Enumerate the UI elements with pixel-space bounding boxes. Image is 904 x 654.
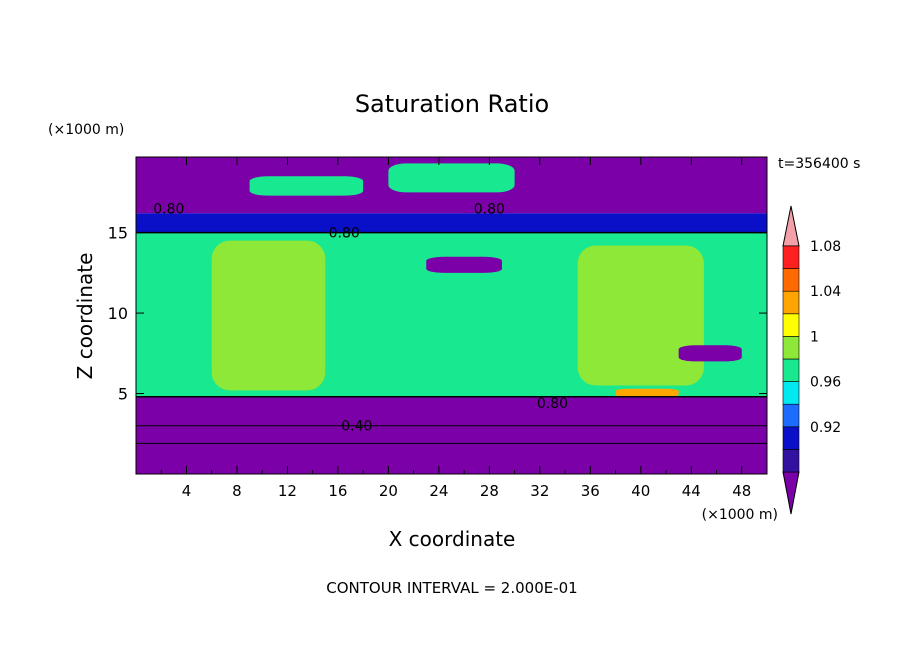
colorbar-label: 1 (810, 329, 819, 345)
contour-label: 0.80 (474, 201, 505, 217)
contour-label: 0.40 (341, 419, 372, 435)
colorbar-segment (782, 449, 800, 473)
contour-label: 0.80 (537, 396, 568, 412)
chart-title: Saturation Ratio (355, 90, 549, 118)
x-tick-label: 16 (328, 482, 347, 500)
region-ice-plume-center (577, 245, 704, 386)
x-axis-unit: (×1000 m) (702, 507, 778, 523)
contour-interval-note: CONTOUR INTERVAL = 2.000E-01 (326, 579, 577, 597)
colorbar-label: 0.96 (810, 375, 841, 391)
region-lower-dry-layer (136, 396, 767, 474)
time-label: t=356400 s (778, 156, 860, 172)
contour-labels: 0.80 0.80 0.80 0.80 0.40 (153, 201, 568, 434)
region-upper-humid-patch-mid (388, 163, 515, 193)
x-tick-label: 36 (581, 482, 600, 500)
colorbar-segment (782, 245, 800, 269)
region-dry-streak-b (678, 345, 742, 362)
x-tick-label: 12 (278, 482, 297, 500)
x-tick-label: 40 (631, 482, 650, 500)
contour-label: 0.80 (329, 226, 360, 242)
colorbar: 0.92 0.96 1 1.04 1.08 (782, 205, 841, 515)
y-tick-label: 15 (108, 224, 128, 243)
y-tick-label: 5 (118, 385, 128, 404)
x-tick-label: 32 (530, 482, 549, 500)
y-tick-label: 10 (108, 304, 128, 323)
colorbar-segment (782, 381, 800, 405)
region-upper-cloud-band (136, 213, 767, 233)
colorbar-segment (782, 313, 800, 337)
region-dry-streak-a (426, 256, 502, 273)
colorbar-segment (782, 290, 800, 315)
colorbar-segment (782, 426, 800, 450)
colorbar-label: 1.04 (810, 284, 841, 300)
y-axis-ticks: 5 10 15 (108, 224, 767, 404)
x-tick-label: 8 (232, 482, 242, 500)
region-ice-plume-left (211, 240, 326, 391)
region-upper-humid-patch-left (249, 176, 364, 196)
plot-area (136, 157, 767, 474)
y-axis-unit: (×1000 m) (48, 122, 124, 138)
colorbar-label: 1.08 (810, 239, 841, 255)
x-tick-label: 4 (182, 482, 192, 500)
colorbar-segment (782, 268, 800, 292)
colorbar-high-triangle (782, 205, 800, 247)
colorbar-low-triangle (782, 471, 800, 515)
colorbar-label: 0.92 (810, 420, 841, 436)
plot-frame (135, 156, 768, 475)
colorbar-segment (782, 358, 800, 382)
region-supersat-patch (615, 388, 679, 397)
x-axis-label: X coordinate (389, 527, 516, 551)
x-axis-ticks: 4 8 12 16 20 24 28 32 36 40 44 48 (160, 157, 751, 500)
x-tick-label: 24 (429, 482, 448, 500)
y-axis-label: Z coordinate (73, 253, 97, 380)
x-tick-label: 28 (480, 482, 499, 500)
colorbar-segment (782, 336, 800, 360)
x-tick-label: 44 (682, 482, 701, 500)
x-tick-label: 20 (379, 482, 398, 500)
colorbar-segment (782, 403, 800, 428)
x-tick-label: 48 (732, 482, 751, 500)
contour-label: 0.80 (153, 201, 184, 217)
